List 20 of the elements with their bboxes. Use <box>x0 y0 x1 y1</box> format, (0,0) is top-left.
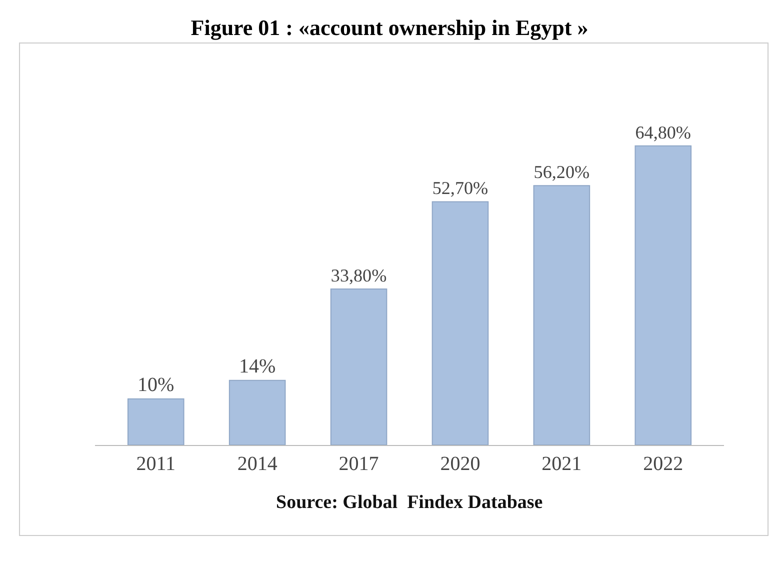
data-label: 56,20% <box>534 162 590 182</box>
bar <box>127 398 184 445</box>
data-label: 64,80% <box>635 122 692 142</box>
data-label: 10% <box>138 374 174 396</box>
x-tick-label: 2011 <box>136 453 176 475</box>
bar <box>533 185 590 445</box>
bar <box>228 380 286 445</box>
x-tick-label: 2014 <box>237 453 278 475</box>
source-note: Source: Global Findex Database <box>276 492 543 513</box>
bar <box>432 201 489 445</box>
chart-title: Figure 01 : «account ownership in Egypt » <box>190 15 588 40</box>
x-tick-label: 2020 <box>440 453 480 475</box>
x-tick-label: 2022 <box>643 453 684 475</box>
data-label: 14% <box>238 355 276 378</box>
bar <box>330 288 388 445</box>
x-tick-label: 2021 <box>542 453 582 475</box>
data-label: 33,80% <box>330 265 387 286</box>
x-tick-label: 2017 <box>338 453 379 475</box>
bar <box>634 145 692 445</box>
data-label: 52,70% <box>432 178 488 198</box>
